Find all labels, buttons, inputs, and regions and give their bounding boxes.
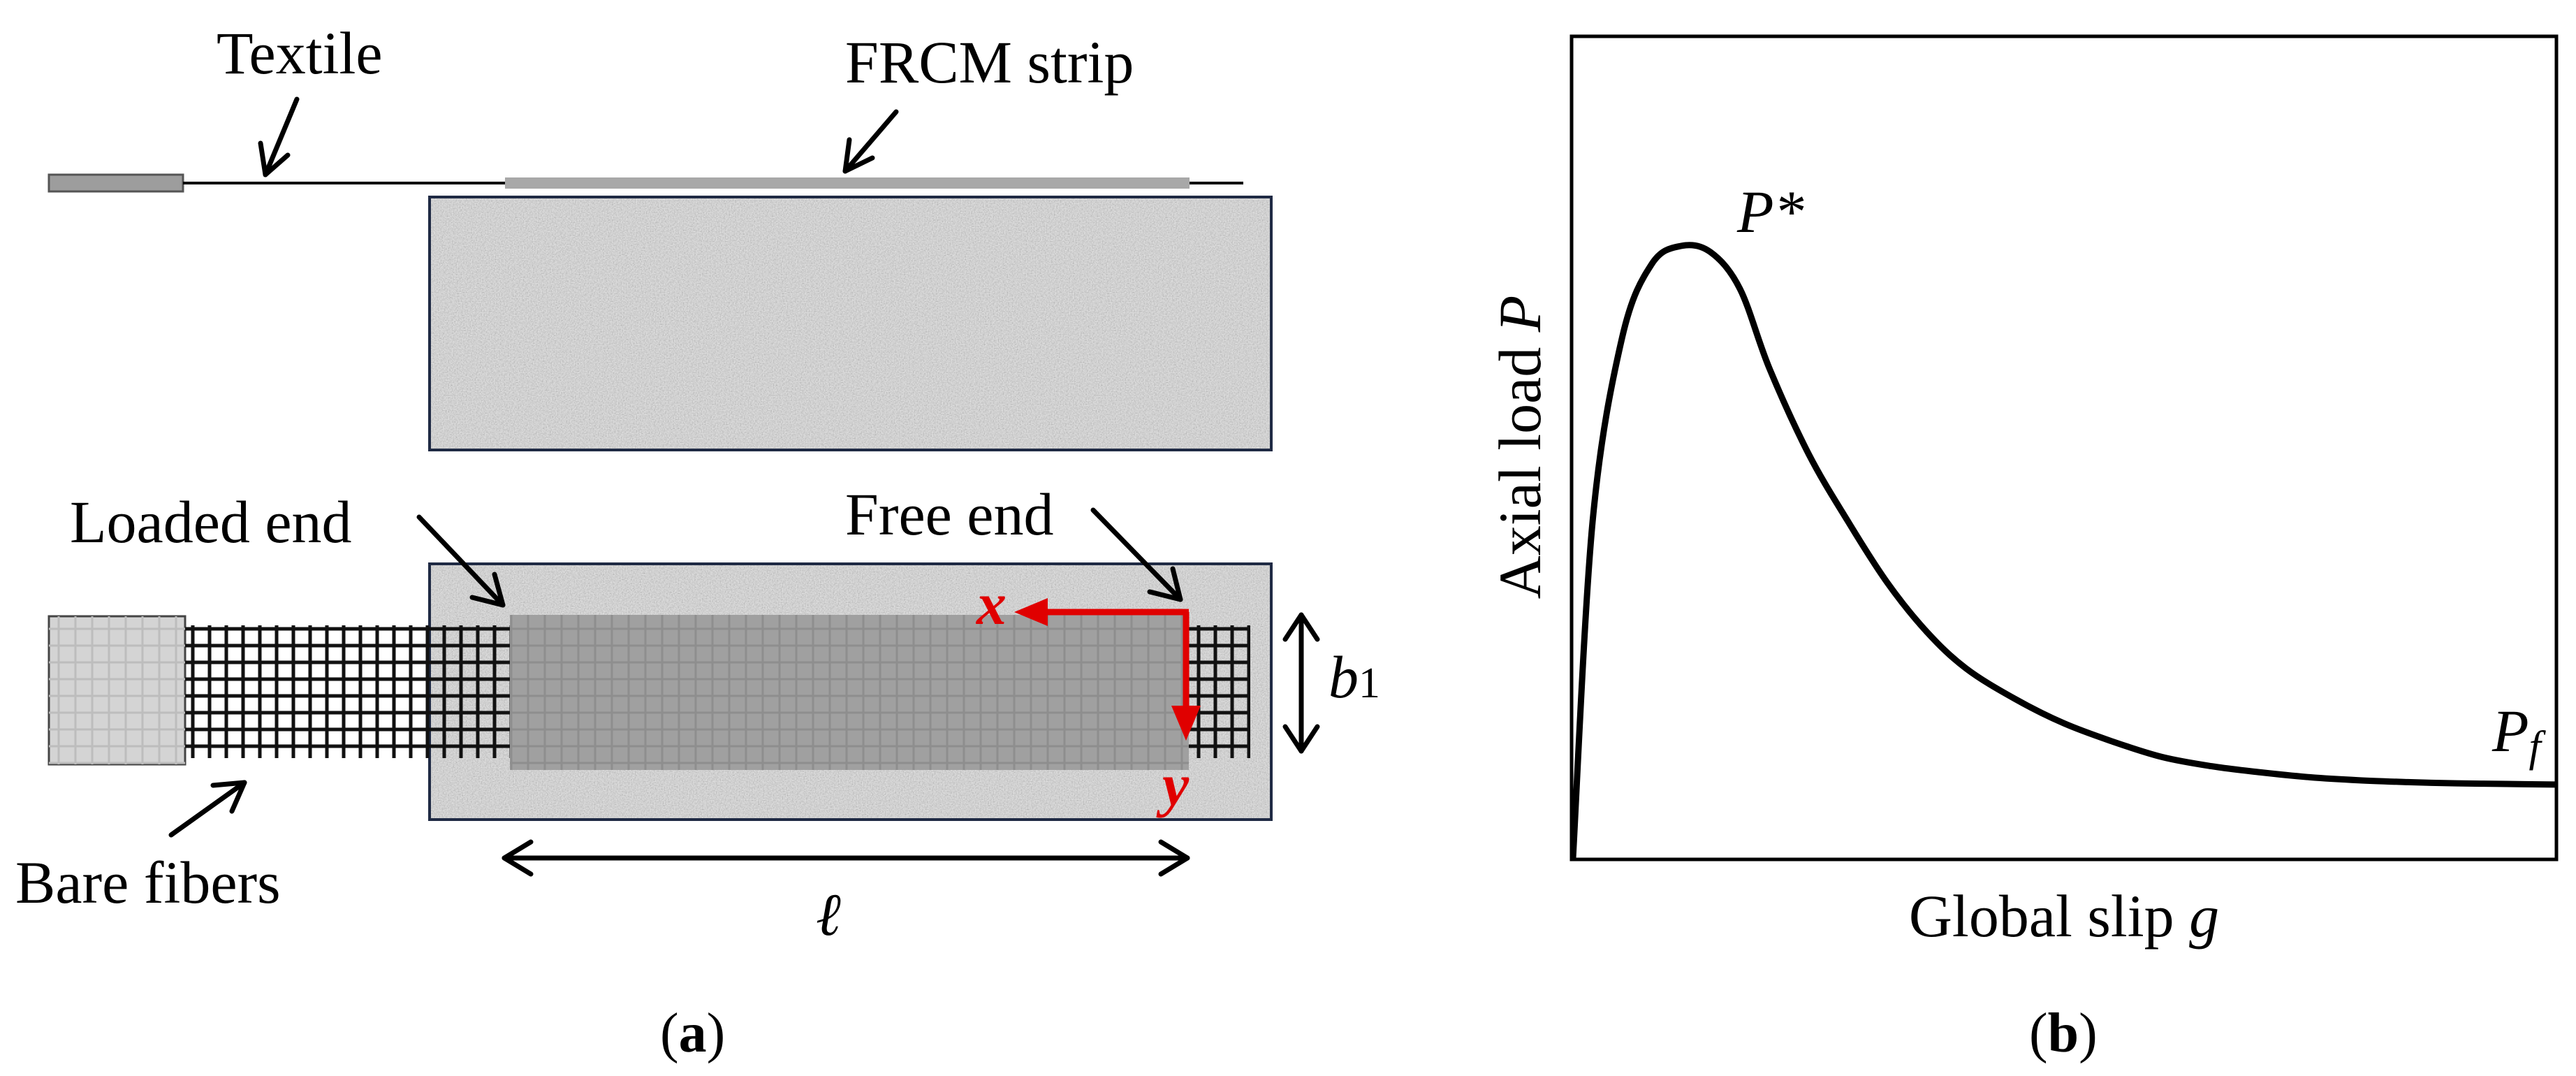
width-dimension [1282,612,1320,754]
x-axis-label: x [975,570,1007,637]
clamp-mesh [49,616,185,764]
final-load-label: Pf [2491,697,2547,771]
length-label: ℓ [816,881,841,948]
width-symbol: b [1329,644,1359,711]
load-slip-curve [1569,242,2559,861]
bare-fibers-mesh [185,625,510,758]
y-axis-title: Axial load P [1486,296,1553,599]
textile-clamp-side [47,173,184,193]
caption-b-letter: b [2048,1003,2079,1064]
y-axis-arrowhead [1171,706,1201,741]
panel-b: P* Pf Axial load P Global slip g (b) [1486,34,2559,1064]
x-axis-title-symbol: g [2189,882,2219,950]
loaded-end-label: Loaded end [70,488,352,555]
width-label: b1 [1329,644,1380,711]
textile-arrow [258,96,300,177]
free-end-mesh [1187,625,1250,758]
y-axis-title-symbol: P [1486,296,1553,333]
plot-frame [1569,34,2559,861]
caption-a-letter: a [679,1003,707,1064]
bare-fibers-label: Bare fibers [15,849,281,916]
frcm-strip-label: FRCM strip [845,29,1134,96]
bare-fibers-arrow [168,780,247,838]
free-end-arrow [1090,507,1183,602]
frcm-strip-side [505,177,1190,189]
final-load-symbol: P [2491,697,2529,764]
free-end-label: Free end [845,481,1053,548]
loaded-end-arrow [416,514,506,608]
x-axis-title: Global slip g [1909,882,2219,950]
panel-a: Textile FRCM strip Loaded end [15,20,1380,1064]
width-subscript: 1 [1359,660,1380,707]
y-axis-title-text: Axial load [1486,332,1553,599]
x-axis-arrowhead [1014,598,1048,626]
peak-label: P* [1736,178,1804,245]
frcm-strip-arrow [842,109,899,174]
length-dimension [502,839,1190,877]
caption-a: (a) [660,1003,725,1064]
frcm-matrix-mesh [510,615,1189,770]
final-load-subscript: f [2529,723,2547,771]
textile-label: Textile [217,20,383,87]
concrete-block-side [428,196,1273,451]
caption-b: (b) [2029,1003,2098,1064]
x-axis-title-text: Global slip [1909,882,2189,950]
